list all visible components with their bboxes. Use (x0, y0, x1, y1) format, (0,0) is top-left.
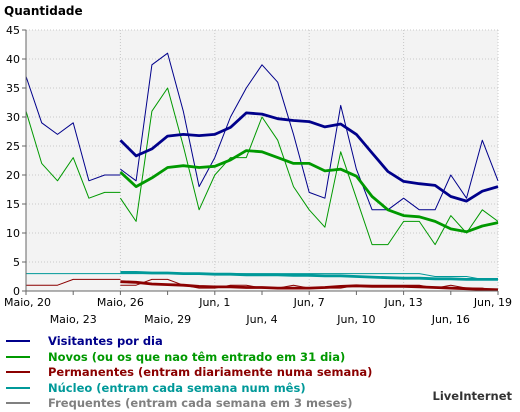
y-tick-label: 0 (13, 285, 20, 298)
x-tick-label: Jun, 10 (336, 313, 375, 326)
x-tick-label: Maio, 20 (4, 296, 51, 309)
site-credit: LiveInternet (432, 389, 512, 403)
x-tick-label: Maio, 26 (97, 296, 144, 309)
y-tick-label: 25 (6, 140, 20, 153)
y-tick-label: 45 (6, 24, 20, 37)
legend-swatch (6, 371, 30, 373)
legend-swatch (6, 402, 30, 404)
x-tick-label: Jun, 4 (245, 313, 277, 326)
x-tick-label: Jun, 16 (431, 313, 470, 326)
x-tick-label: Maio, 23 (50, 313, 97, 326)
series-daily-line (119, 87, 499, 246)
series-daily-line (26, 278, 121, 286)
y-tick-label: 10 (6, 227, 20, 240)
y-axis-title: Quantidade (4, 4, 83, 18)
x-tick-label: Jun, 19 (473, 296, 512, 309)
series-average-line (119, 111, 499, 203)
legend-label: Frequentes (entram cada semana em 3 mese… (48, 396, 353, 410)
legend-label: Visitantes por dia (48, 334, 163, 348)
y-ticks: 0 5 10 15 20 25 30 35 40 45 (6, 24, 26, 298)
y-tick-label: 35 (6, 82, 20, 95)
series-daily-line (120, 52, 499, 211)
series-daily-line (25, 76, 121, 182)
plot-background (26, 30, 498, 291)
series-average-line (120, 280, 499, 292)
legend-swatch (6, 340, 30, 342)
legend-swatch (6, 355, 30, 358)
x-tick-label: Jun, 7 (293, 296, 325, 309)
series-layer (25, 52, 499, 292)
x-ticks: Maio, 20 Maio, 26 Jun, 1 Jun, 7 Jun, 13 Jun, … (4, 291, 512, 326)
y-tick-label: 20 (6, 169, 20, 182)
y-tick-label: 5 (13, 256, 20, 269)
x-tick-label: Maio, 29 (144, 313, 191, 326)
legend-swatch (6, 386, 30, 389)
y-tick-label: 40 (6, 53, 20, 66)
series-average-line (120, 270, 498, 281)
y-tick-label: 15 (6, 198, 20, 211)
series-average-line (119, 149, 499, 234)
legend-label: Núcleo (entram cada semana num mês) (48, 380, 306, 395)
series-daily-line (25, 111, 121, 199)
legend-label: Permanentes (entram diariamente numa sem… (48, 365, 373, 379)
y-tick-label: 30 (6, 111, 20, 124)
x-tick-label: Jun, 1 (198, 296, 230, 309)
legend-label: Novos (ou os que nao têm entrado em 31 d… (48, 349, 346, 364)
x-tick-label: Jun, 13 (384, 296, 423, 309)
